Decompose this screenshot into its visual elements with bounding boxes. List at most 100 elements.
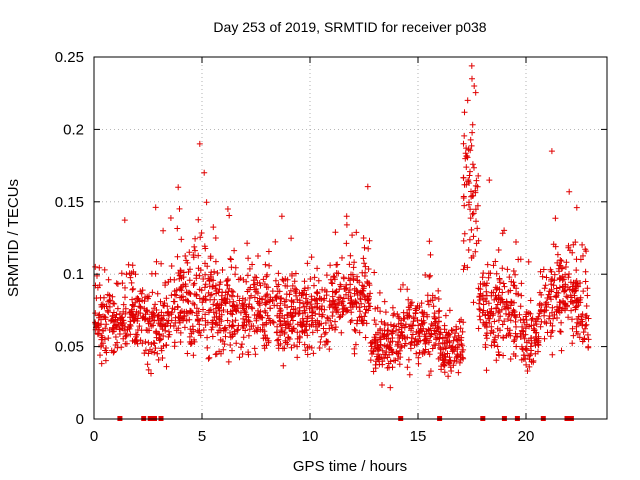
data-point	[518, 327, 525, 334]
data-point	[411, 342, 418, 349]
data-point	[210, 301, 217, 308]
data-point	[431, 327, 438, 334]
data-point	[576, 334, 583, 341]
data-point	[308, 309, 315, 316]
data-point	[225, 358, 232, 365]
data-point	[252, 351, 259, 358]
data-point	[313, 304, 320, 311]
data-point	[260, 276, 267, 283]
data-point	[526, 323, 533, 330]
data-point	[98, 336, 105, 343]
data-point	[343, 240, 350, 247]
data-point	[301, 341, 308, 348]
data-point	[488, 305, 495, 312]
data-point	[153, 258, 160, 265]
data-point	[516, 311, 523, 318]
data-point	[323, 339, 330, 345]
data-point	[400, 315, 407, 322]
data-point	[486, 315, 493, 322]
data-point	[535, 333, 542, 340]
data-point	[381, 342, 388, 349]
data-point	[313, 296, 320, 303]
data-point	[566, 271, 572, 277]
data-point	[160, 312, 167, 319]
data-point	[112, 334, 119, 340]
data-point	[444, 350, 451, 357]
data-point	[239, 300, 246, 307]
data-point	[235, 305, 241, 312]
data-point	[163, 295, 170, 302]
data-point	[165, 278, 172, 285]
data-point	[420, 325, 427, 332]
data-point	[533, 316, 540, 323]
data-point	[190, 254, 197, 261]
data-point	[94, 330, 101, 337]
data-point	[320, 325, 327, 332]
data-point	[383, 349, 390, 355]
data-point	[288, 303, 295, 310]
data-point	[248, 304, 255, 311]
data-point	[145, 350, 152, 357]
data-point	[360, 285, 367, 292]
data-point	[207, 292, 214, 299]
data-point	[407, 300, 414, 307]
data-point	[253, 315, 260, 322]
data-point	[496, 275, 503, 282]
data-point	[491, 296, 498, 303]
data-point	[152, 301, 159, 308]
data-point	[198, 230, 205, 236]
data-point	[521, 335, 528, 342]
data-point	[133, 338, 140, 345]
data-point	[220, 307, 227, 313]
data-point	[455, 332, 462, 339]
data-point	[549, 351, 556, 358]
data-point	[351, 350, 358, 357]
data-point	[416, 349, 423, 356]
data-point	[175, 184, 182, 191]
data-point	[338, 329, 345, 336]
data-point	[365, 266, 372, 272]
data-point	[114, 305, 121, 312]
data-point	[278, 213, 285, 220]
data-point	[176, 275, 183, 282]
data-point	[453, 323, 460, 330]
data-point	[294, 321, 301, 328]
data-point	[415, 360, 422, 367]
data-point	[493, 305, 500, 311]
data-point	[437, 329, 444, 336]
data-point	[367, 303, 374, 310]
data-point	[377, 325, 384, 332]
data-point	[174, 253, 181, 260]
data-point	[528, 335, 535, 341]
data-point	[551, 271, 558, 278]
data-point	[501, 283, 508, 290]
data-point	[232, 317, 239, 324]
data-point	[467, 206, 474, 213]
data-point	[216, 286, 223, 293]
data-point	[119, 325, 126, 332]
data-point	[530, 322, 537, 329]
data-point	[280, 277, 287, 284]
data-point	[257, 282, 264, 289]
data-point	[165, 328, 172, 335]
data-point	[154, 290, 161, 297]
data-point	[105, 276, 112, 283]
data-point	[195, 216, 202, 223]
data-point	[371, 338, 378, 345]
data-point	[582, 325, 588, 332]
data-point	[412, 336, 419, 342]
data-point	[196, 321, 203, 328]
data-point	[518, 280, 525, 287]
data-point	[236, 297, 243, 304]
data-point	[129, 302, 136, 309]
data-point	[475, 237, 482, 244]
data-point	[415, 322, 422, 329]
data-point	[110, 300, 117, 307]
data-point	[494, 285, 501, 292]
data-point	[214, 270, 221, 276]
data-point	[197, 332, 204, 339]
data-point	[102, 314, 109, 321]
data-point	[282, 337, 289, 344]
data-point	[484, 261, 491, 268]
data-point	[465, 178, 472, 185]
